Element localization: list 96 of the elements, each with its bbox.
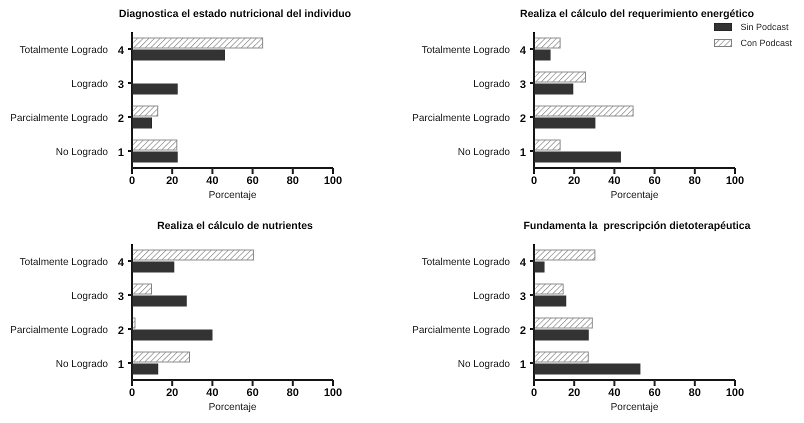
bar <box>534 317 593 328</box>
x-tick-label: 40 <box>206 386 219 398</box>
legend-label: Sin Podcast <box>740 22 788 32</box>
x-tick-label: 80 <box>688 386 701 398</box>
bar <box>132 329 212 340</box>
text: 3 <box>118 79 124 91</box>
bar <box>132 351 190 362</box>
text: 3 <box>118 290 124 302</box>
text: 4 <box>118 256 125 268</box>
bar <box>132 38 264 48</box>
x-tick-label: 100 <box>324 386 342 398</box>
bar <box>132 106 158 116</box>
x-axis-title: Porcentaje <box>610 402 660 412</box>
bar <box>534 261 545 272</box>
bar <box>132 283 152 294</box>
x-tick-label: 60 <box>648 174 661 187</box>
y-tick-label: No Logrado <box>56 358 108 370</box>
x-tick-label: 80 <box>286 174 299 187</box>
text: 3 <box>520 290 526 302</box>
x-tick-label: 20 <box>568 174 580 187</box>
bar <box>132 249 254 260</box>
bar <box>534 84 574 94</box>
x-tick-label: 40 <box>608 386 621 398</box>
bar <box>132 363 158 374</box>
text: 1 <box>520 358 526 370</box>
chart-title: Diagnostica el estado nutricional del individuo <box>118 8 352 20</box>
x-tick-label: 40 <box>608 174 621 187</box>
bar <box>534 363 640 374</box>
y-tick-label: Totalmente Logrado <box>422 256 510 268</box>
bar <box>534 38 561 48</box>
x-tick-label: 60 <box>648 386 661 398</box>
bar <box>132 152 178 162</box>
x-tick-label: 20 <box>166 386 178 398</box>
x-axis-title: Porcentaje <box>208 402 258 412</box>
x-axis-title: Porcentaje <box>610 190 660 201</box>
text: 2 <box>118 113 124 125</box>
y-tick-label: Parcialmente Logrado <box>10 324 108 336</box>
bar <box>534 140 561 150</box>
text: 4 <box>118 45 125 57</box>
text: 2 <box>520 113 526 125</box>
x-tick-label: 20 <box>568 386 580 398</box>
y-tick-label: Parcialmente Logrado <box>412 113 510 124</box>
y-tick-label: No Logrado <box>56 147 108 158</box>
chart-title: Realiza el cálculo de nutrientes <box>156 220 314 232</box>
chart-title: Realiza el cálculo del requerimiento energético <box>519 8 755 20</box>
text: 1 <box>118 358 124 370</box>
x-tick-label: 80 <box>688 174 701 187</box>
x-tick-label: 100 <box>726 174 744 187</box>
bar <box>534 295 566 306</box>
x-tick-label: 0 <box>128 386 136 398</box>
y-tick-label: Totalmente Logrado <box>20 256 108 268</box>
y-tick-label: Parcialmente Logrado <box>10 113 108 124</box>
text: 4 <box>520 256 527 268</box>
bar <box>534 283 564 294</box>
bar <box>132 140 178 150</box>
bar <box>534 329 589 340</box>
x-tick-label: 20 <box>166 174 178 187</box>
bar <box>534 50 551 60</box>
x-tick-label: 0 <box>128 174 136 187</box>
text: 4 <box>520 45 527 57</box>
x-tick-label: 100 <box>324 174 342 187</box>
bar <box>534 351 589 362</box>
x-tick-label: 0 <box>530 174 538 187</box>
x-tick-label: 80 <box>286 386 299 398</box>
bar <box>534 72 586 82</box>
text: 2 <box>118 324 124 336</box>
text: 2 <box>520 324 526 336</box>
y-tick-label: Logrado <box>71 79 108 90</box>
text: 1 <box>118 147 124 159</box>
bar <box>132 118 152 128</box>
bar <box>132 84 178 94</box>
x-tick-label: 100 <box>726 386 744 398</box>
y-tick-label: Logrado <box>71 290 108 302</box>
y-tick-label: Logrado <box>473 79 510 90</box>
y-tick-label: Totalmente Logrado <box>20 45 108 56</box>
bar <box>534 249 596 260</box>
x-tick-label: 0 <box>530 386 538 398</box>
x-tick-label: 60 <box>246 174 259 187</box>
bar <box>534 118 596 128</box>
bar <box>132 261 174 272</box>
y-tick-label: Parcialmente Logrado <box>412 324 510 336</box>
bar <box>534 106 634 116</box>
x-axis-title: Porcentaje <box>208 190 258 201</box>
x-tick-label: 40 <box>206 174 219 187</box>
bar <box>534 152 621 162</box>
bar <box>132 295 187 306</box>
y-tick-label: No Logrado <box>458 358 510 370</box>
y-tick-label: No Logrado <box>458 147 510 158</box>
text: 3 <box>520 79 526 91</box>
text: 1 <box>520 147 526 159</box>
y-tick-label: Totalmente Logrado <box>422 45 510 56</box>
x-tick-label: 60 <box>246 386 259 398</box>
bar <box>132 50 225 60</box>
legend-label: Con Podcast <box>740 38 792 48</box>
y-tick-label: Logrado <box>473 290 510 302</box>
chart-title: Fundamenta la prescripción dietoterapéutica <box>522 220 752 232</box>
